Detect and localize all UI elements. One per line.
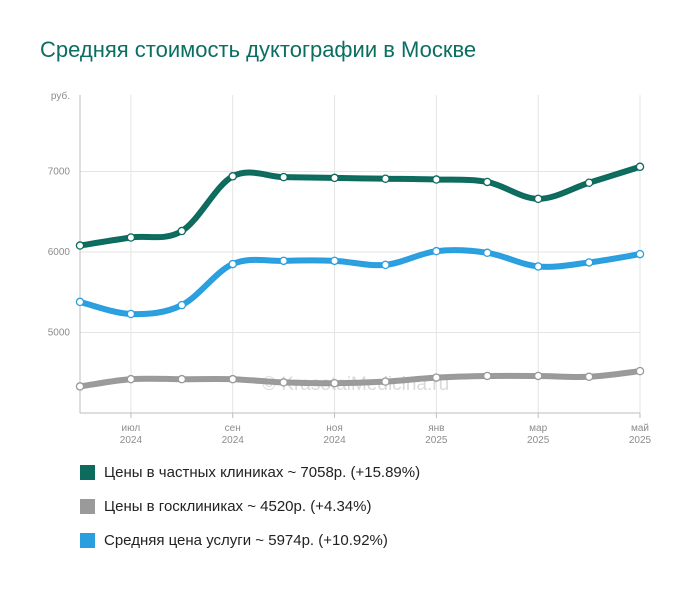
data-point-average	[279, 256, 288, 266]
data-point-public	[75, 382, 85, 391]
legend-swatch-public	[80, 499, 95, 514]
legend-item-public: Цены в госклиниках ~ 4520р. (+4.34%)	[80, 498, 420, 515]
chart-title: Средняя стоимость дуктографии в Москве	[40, 37, 477, 62]
data-point-public	[533, 371, 543, 381]
series-average	[77, 247, 643, 318]
data-point-average	[584, 258, 594, 267]
x-tick-label-year: 2024	[222, 435, 245, 446]
data-point-private	[635, 162, 645, 172]
x-tick-label-month: ноя	[326, 423, 343, 434]
data-point-private	[432, 175, 441, 184]
legend-label-average: Средняя цена услуги ~ 5974р. (+10.92%)	[104, 532, 388, 549]
data-point-public	[279, 378, 288, 387]
x-tick-label-month: янв	[428, 423, 444, 434]
data-point-average	[126, 309, 136, 319]
x-tick-label-month: июл	[122, 423, 141, 434]
series-lines	[77, 163, 643, 390]
legend-item-private: Цены в частных клиниках ~ 7058р. (+15.89…	[80, 464, 420, 481]
legend-label-public: Цены в госклиниках ~ 4520р. (+4.34%)	[104, 498, 372, 515]
x-tick-label-month: май	[631, 423, 649, 434]
series-public	[77, 368, 643, 390]
data-point-average	[381, 260, 390, 270]
y-tick-label: 7000	[48, 166, 71, 177]
data-point-public	[432, 373, 441, 382]
data-point-private	[75, 241, 85, 250]
data-point-private	[279, 172, 288, 182]
data-point-average	[533, 262, 543, 271]
data-point-average	[330, 256, 339, 266]
y-tick-label: 5000	[48, 327, 71, 338]
data-point-public	[483, 371, 492, 381]
legend-item-average: Средняя цена услуги ~ 5974р. (+10.92%)	[80, 532, 420, 549]
data-point-public	[228, 374, 237, 384]
data-point-private	[228, 172, 237, 181]
legend-label-private: Цены в частных клиниках ~ 7058р. (+15.89…	[104, 464, 421, 481]
data-point-private	[533, 194, 543, 204]
data-point-private	[330, 173, 339, 183]
data-point-public	[330, 378, 339, 388]
data-point-public	[177, 374, 187, 384]
legend-swatch-average	[80, 533, 95, 548]
data-point-average	[483, 248, 492, 258]
data-point-public	[126, 374, 136, 384]
data-points	[75, 162, 645, 391]
data-point-average	[228, 259, 237, 269]
data-point-private	[177, 226, 187, 236]
x-tick-label-year: 2025	[527, 435, 550, 446]
data-point-private	[483, 177, 492, 187]
data-point-private	[381, 174, 390, 183]
grid	[80, 95, 641, 413]
data-point-public	[381, 377, 390, 386]
series-line-average	[77, 247, 643, 318]
data-point-private	[584, 178, 594, 188]
series-line-public	[77, 368, 643, 390]
data-point-public	[635, 366, 645, 376]
data-point-average	[75, 297, 85, 307]
series-line-private	[77, 163, 643, 249]
line-chart: 500060007000руб.июл2024сен2024ноя2024янв…	[48, 90, 652, 446]
series-line-texture-average	[79, 249, 641, 315]
legend: Цены в частных клиниках ~ 7058р. (+15.89…	[80, 464, 420, 566]
x-tick-label-month: мар	[529, 423, 547, 434]
data-point-average	[177, 300, 187, 310]
data-point-private	[126, 233, 136, 242]
series-private	[77, 163, 643, 249]
y-tick-label: 6000	[48, 247, 71, 258]
data-point-average	[635, 249, 645, 259]
x-tick-label-year: 2025	[629, 435, 652, 446]
x-tick-label-year: 2024	[323, 435, 346, 446]
data-point-public	[584, 372, 594, 382]
y-axis-unit-label: руб.	[51, 90, 70, 102]
legend-swatch-private	[80, 465, 95, 480]
x-tick-label-year: 2024	[120, 435, 143, 446]
x-tick-label-year: 2025	[425, 435, 448, 446]
axes: 500060007000руб.июл2024сен2024ноя2024янв…	[48, 90, 652, 446]
data-point-average	[432, 246, 441, 256]
x-tick-label-month: сен	[225, 423, 241, 434]
